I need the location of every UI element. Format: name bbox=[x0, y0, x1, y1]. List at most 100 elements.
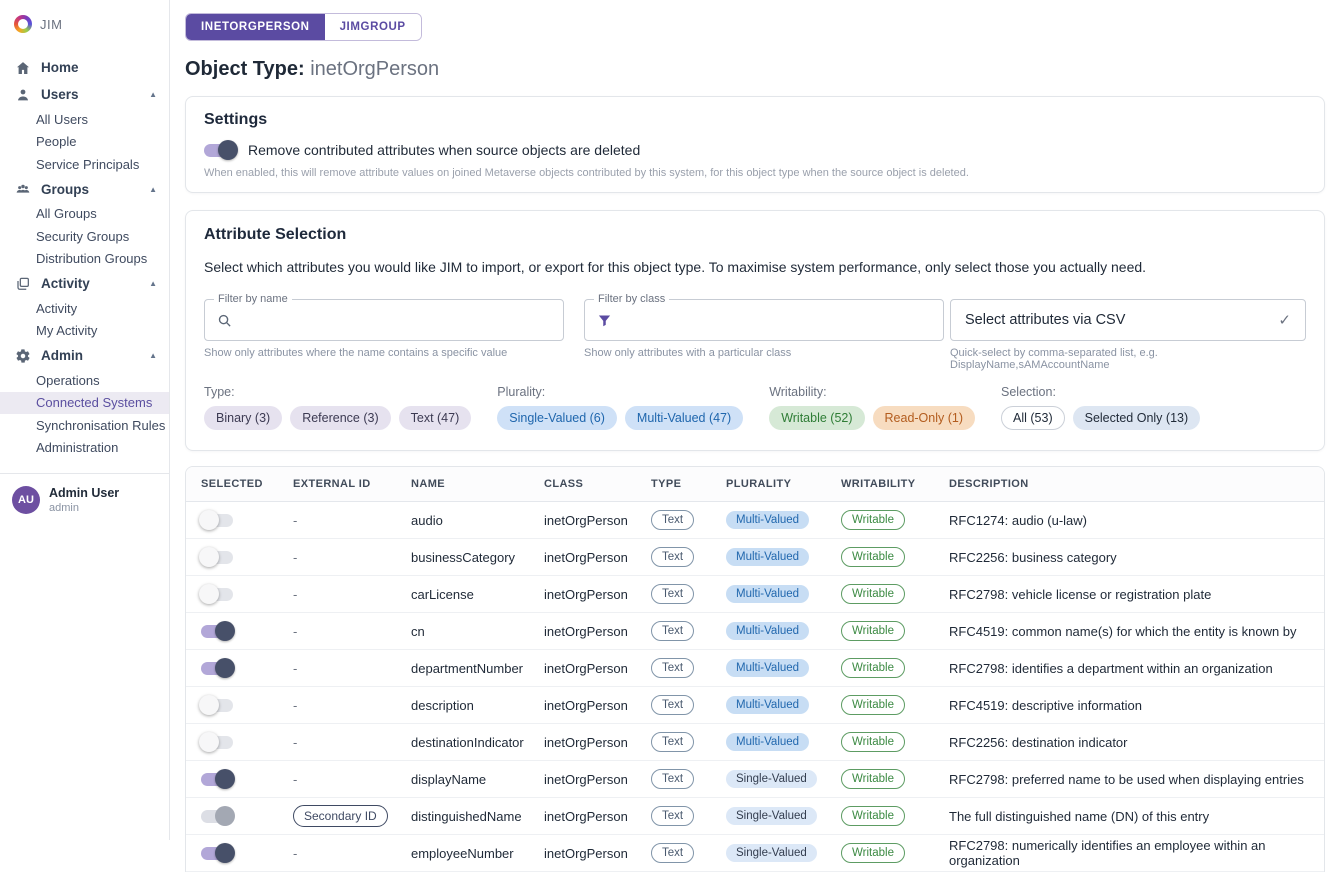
csv-select-help: Quick-select by comma-separated list, e.… bbox=[950, 347, 1158, 371]
attribute-description: RFC2798: preferred name to be used when … bbox=[949, 771, 1304, 787]
sidebar-item-users[interactable]: Users ▲ bbox=[0, 81, 169, 108]
table-row-destinationIndicator: - destinationIndicator inetOrgPerson Text Mu… bbox=[186, 724, 1324, 761]
attribute-description: RFC2798: numerically identifies an emplo… bbox=[949, 838, 1266, 868]
select-toggle[interactable] bbox=[201, 806, 235, 826]
attribute-name: carLicense bbox=[411, 586, 474, 602]
select-toggle[interactable] bbox=[199, 732, 233, 752]
search-icon bbox=[217, 313, 232, 328]
select-toggle[interactable] bbox=[199, 695, 233, 715]
sidebar-item-home[interactable]: Home bbox=[0, 54, 169, 81]
filter-by-name-field[interactable]: Filter by name bbox=[204, 293, 564, 341]
user-role: admin bbox=[49, 502, 79, 514]
table-row-carLicense: - carLicense inetOrgPerson Text Multi-Valued… bbox=[186, 576, 1324, 613]
page-title: Object Type: inetOrgPerson bbox=[185, 58, 1325, 81]
chip-group-type: Type: Binary (3) Reference (3) Text (47) bbox=[204, 385, 472, 430]
settings-card: Settings Remove contributed attributes w… bbox=[185, 96, 1325, 193]
user-icon bbox=[14, 86, 31, 103]
sidebar-item-all-groups[interactable]: All Groups bbox=[36, 206, 97, 222]
select-toggle[interactable] bbox=[199, 584, 233, 604]
chip-binary-3[interactable]: Binary (3) bbox=[204, 406, 283, 430]
sidebar-item-administration[interactable]: Administration bbox=[36, 440, 119, 456]
select-toggle[interactable] bbox=[201, 769, 235, 789]
home-icon bbox=[14, 59, 31, 76]
type-badge: Text bbox=[651, 769, 695, 789]
sidebar-item-operations[interactable]: Operations bbox=[36, 372, 100, 388]
attribute-class: inetOrgPerson bbox=[544, 697, 628, 713]
filter-by-name-input[interactable] bbox=[240, 312, 551, 328]
writability-badge: Writable bbox=[841, 584, 905, 604]
sidebar-item-activity[interactable]: Activity ▲ bbox=[0, 270, 169, 297]
attribute-description: The full distinguished name (DN) of this… bbox=[949, 808, 1210, 824]
sidebar-item-synchronisation-rules[interactable]: Synchronisation Rules bbox=[36, 417, 166, 433]
filter-by-name-label: Filter by name bbox=[214, 293, 292, 305]
chip-writable-52[interactable]: Writable (52) bbox=[769, 406, 865, 430]
type-badge: Text bbox=[651, 732, 695, 752]
table-row-businessCategory: - businessCategory inetOrgPerson Text Multi-… bbox=[186, 539, 1324, 576]
sidebar-item-distribution-groups[interactable]: Distribution Groups bbox=[36, 251, 148, 267]
csv-select-button[interactable]: Select attributes via CSV ✓ bbox=[950, 299, 1306, 341]
chip-single-valued-6[interactable]: Single-Valued (6) bbox=[497, 406, 617, 430]
type-badge: Text bbox=[651, 510, 695, 530]
writability-badge: Writable bbox=[841, 621, 905, 641]
chip-reference-3[interactable]: Reference (3) bbox=[290, 406, 391, 430]
settings-heading: Settings bbox=[204, 111, 268, 128]
chip-text-47[interactable]: Text (47) bbox=[398, 406, 472, 430]
attribute-name: employeeNumber bbox=[411, 845, 514, 861]
chevron-up-icon: ▲ bbox=[149, 90, 157, 99]
plurality-badge: Multi-Valued bbox=[726, 659, 810, 677]
chip-all-53[interactable]: All (53) bbox=[1001, 406, 1065, 430]
plurality-badge: Single-Valued bbox=[726, 807, 817, 825]
attribute-name: distinguishedName bbox=[411, 808, 522, 824]
writability-badge: Writable bbox=[841, 769, 905, 789]
plurality-badge: Multi-Valued bbox=[726, 733, 810, 751]
column-header-writability: WRITABILITY bbox=[841, 478, 916, 490]
csv-select-label: Select attributes via CSV bbox=[965, 312, 1126, 328]
attribute-class: inetOrgPerson bbox=[544, 512, 628, 528]
attribute-name: destinationIndicator bbox=[411, 734, 524, 750]
attribute-description: RFC2256: destination indicator bbox=[949, 734, 1128, 750]
tab-inetorgperson[interactable]: INETORGPERSON bbox=[186, 14, 325, 40]
sidebar-item-all-users[interactable]: All Users bbox=[36, 111, 89, 127]
tab-jimgroup[interactable]: JIMGROUP bbox=[324, 14, 421, 40]
remove-attributes-toggle[interactable] bbox=[204, 140, 238, 160]
select-toggle[interactable] bbox=[201, 658, 235, 678]
attribute-selection-heading: Attribute Selection bbox=[204, 226, 347, 243]
sidebar-item-my-activity[interactable]: My Activity bbox=[36, 323, 98, 339]
type-badge: Text bbox=[651, 547, 695, 567]
writability-badge: Writable bbox=[841, 806, 905, 826]
sidebar-item-activity[interactable]: Activity bbox=[36, 300, 78, 316]
table-body: - audio inetOrgPerson Text Multi-Valued Writa… bbox=[186, 502, 1324, 872]
chip-selected-only-13[interactable]: Selected Only (13) bbox=[1072, 406, 1201, 430]
filter-chips-row: Type: Binary (3) Reference (3) Text (47) Plu… bbox=[204, 385, 1306, 430]
attribute-description: RFC2256: business category bbox=[949, 549, 1117, 565]
chip-read-only-1[interactable]: Read-Only (1) bbox=[872, 406, 976, 430]
sidebar-item-groups[interactable]: Groups ▲ bbox=[0, 176, 169, 203]
chip-group-label: Type: bbox=[204, 385, 235, 399]
app-logo: JIM bbox=[0, 12, 169, 36]
writability-badge: Writable bbox=[841, 547, 905, 567]
sidebar-item-connected-systems[interactable]: Connected Systems bbox=[0, 391, 169, 414]
sidebar-item-security-groups[interactable]: Security Groups bbox=[36, 228, 130, 244]
filter-by-class-input[interactable] bbox=[620, 312, 931, 328]
select-toggle[interactable] bbox=[199, 547, 233, 567]
sidebar-item-service-principals[interactable]: Service Principals bbox=[36, 156, 140, 172]
sidebar-nav: Home Users ▲ All Users People Service Princip… bbox=[0, 54, 169, 459]
type-badge: Text bbox=[651, 584, 695, 604]
sidebar-item-people[interactable]: People bbox=[36, 134, 77, 150]
filter-by-class-field[interactable]: Filter by class bbox=[584, 293, 944, 341]
select-toggle[interactable] bbox=[201, 621, 235, 641]
chip-multi-valued-47[interactable]: Multi-Valued (47) bbox=[624, 406, 744, 430]
attribute-description: RFC4519: descriptive information bbox=[949, 697, 1142, 713]
filter-icon bbox=[597, 313, 612, 328]
select-toggle[interactable] bbox=[199, 510, 233, 530]
page-title-value: inetOrgPerson bbox=[310, 58, 440, 80]
column-header-type: TYPE bbox=[651, 478, 682, 490]
chevron-up-icon: ▲ bbox=[149, 184, 157, 194]
sidebar-item-admin[interactable]: Admin ▲ bbox=[0, 342, 169, 369]
attribute-name: departmentNumber bbox=[411, 660, 523, 676]
table-row-audio: - audio inetOrgPerson Text Multi-Valued Writa… bbox=[186, 502, 1324, 539]
column-header-external-id: EXTERNAL ID bbox=[293, 478, 371, 490]
external-id-value: - bbox=[293, 586, 298, 602]
select-toggle[interactable] bbox=[201, 843, 235, 863]
user-profile[interactable]: AU Admin User admin bbox=[0, 486, 169, 514]
